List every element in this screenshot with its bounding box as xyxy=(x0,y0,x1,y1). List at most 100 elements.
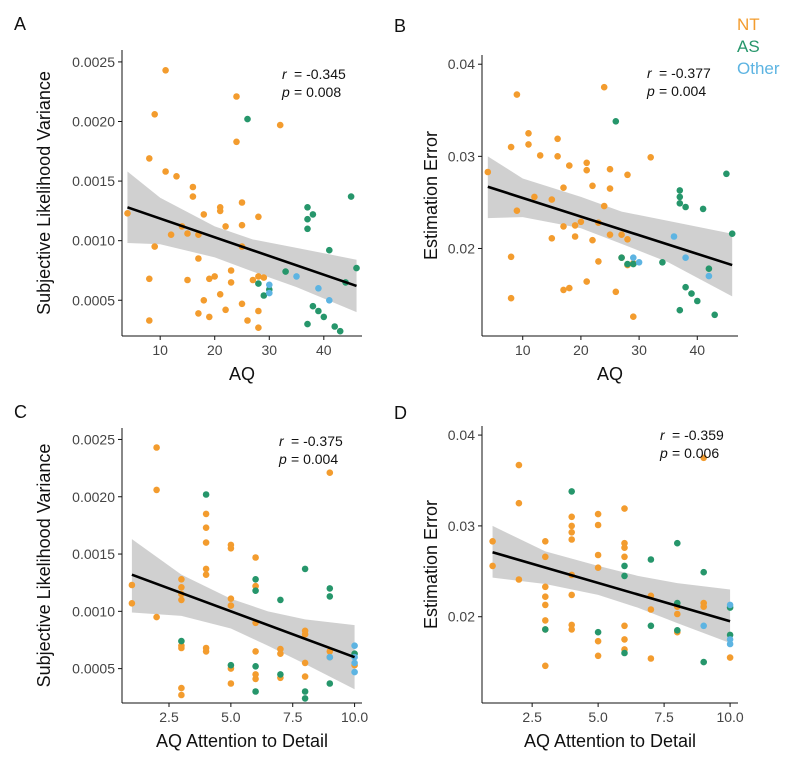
point-a-as-1 xyxy=(255,280,262,287)
point-b-as-14 xyxy=(705,265,713,273)
point-c-other-3 xyxy=(351,659,358,667)
point-a-nt-37 xyxy=(249,276,257,284)
point-a-nt-29 xyxy=(227,279,235,286)
point-a-nt-3 xyxy=(146,155,153,162)
point-b-as-9 xyxy=(682,203,689,211)
point-d-nt-35 xyxy=(647,606,655,613)
panel-c: C 2.5 5.0 7.5 10.0 0.0005 0.0010 0.0015 0.0020 0.… xyxy=(14,402,368,751)
x-tick-label-d-0: 2.5 xyxy=(522,709,542,725)
point-b-nt-14 xyxy=(560,184,567,191)
point-b-nt-0 xyxy=(484,168,492,176)
fit-line-d xyxy=(492,550,731,623)
point-b-as-2 xyxy=(624,260,631,268)
x-tick-label-c-0: 2.5 xyxy=(159,709,179,725)
point-c-nt-39 xyxy=(326,469,334,477)
point-c-nt-13 xyxy=(202,510,210,518)
point-b-nt-32 xyxy=(606,165,614,173)
point-c-other-4 xyxy=(351,668,358,676)
y-tick-label-c-2: 0.0015 xyxy=(72,546,115,562)
fit-line-b xyxy=(487,185,733,267)
point-b-nt-15 xyxy=(560,223,567,230)
point-d-nt-2 xyxy=(515,461,523,469)
panel-a: A 10 20 30 40 0.0005 0.0010 0.0015 0.0020 0.0025 A… xyxy=(14,14,362,384)
point-d-nt-4 xyxy=(515,576,523,583)
point-d-as-3 xyxy=(621,562,628,570)
point-b-other-3 xyxy=(682,254,689,261)
x-tick-label-b-1: 20 xyxy=(573,342,589,358)
y-tick-label-b-1: 0.03 xyxy=(448,148,475,164)
point-b-nt-21 xyxy=(577,218,585,226)
x-tick-label-d-1: 5.0 xyxy=(588,709,608,725)
y-tick-label-d-1: 0.03 xyxy=(448,518,475,534)
point-a-other-2 xyxy=(293,273,300,280)
point-d-nt-7 xyxy=(542,583,549,591)
stat-p-value-c: = 0.004 xyxy=(291,451,338,467)
y-tick-label-a-0: 0.0005 xyxy=(72,292,115,308)
stat-p-value-a: = 0.008 xyxy=(294,84,341,100)
point-d-as-5 xyxy=(621,649,628,657)
point-a-other-4 xyxy=(326,297,333,304)
point-c-as-13 xyxy=(326,593,334,600)
point-d-as-0 xyxy=(542,626,549,633)
point-a-other-0 xyxy=(266,281,273,289)
point-c-as-14 xyxy=(326,680,334,687)
point-d-nt-16 xyxy=(568,536,575,543)
point-a-nt-17 xyxy=(195,310,202,317)
point-d-nt-24 xyxy=(594,564,602,571)
point-a-nt-42 xyxy=(260,274,268,281)
point-a-nt-18 xyxy=(200,297,208,304)
point-a-as-11 xyxy=(315,307,322,315)
point-b-other-0 xyxy=(630,254,637,261)
point-a-as-9 xyxy=(309,211,317,218)
point-c-as-2 xyxy=(227,661,235,669)
point-c-other-1 xyxy=(351,642,358,649)
point-d-nt-9 xyxy=(542,601,549,609)
stat-p-value-d: = 0.006 xyxy=(672,445,719,461)
point-c-nt-12 xyxy=(178,691,185,699)
panel-label-a: A xyxy=(14,14,26,34)
point-d-nt-15 xyxy=(568,529,575,536)
point-d-nt-8 xyxy=(542,593,549,600)
point-a-nt-39 xyxy=(255,213,262,221)
point-b-as-13 xyxy=(699,205,707,213)
point-c-nt-29 xyxy=(252,648,259,655)
x-tick-label-a-1: 20 xyxy=(207,342,223,358)
x-tick-label-a-3: 40 xyxy=(316,342,332,358)
point-d-nt-18 xyxy=(568,591,575,599)
panel-label-c: C xyxy=(14,402,27,422)
point-b-other-2 xyxy=(670,233,678,240)
point-a-nt-6 xyxy=(162,67,169,74)
point-d-nt-12 xyxy=(542,662,549,670)
point-c-nt-2 xyxy=(153,444,160,451)
point-c-nt-10 xyxy=(178,644,185,652)
stat-r-symbol-d: r xyxy=(660,427,666,443)
x-axis-label-c: AQ Attention to Detail xyxy=(156,731,328,751)
y-tick-label-c-4: 0.0025 xyxy=(72,431,115,447)
point-a-as-7 xyxy=(304,225,311,233)
point-c-nt-38 xyxy=(301,673,309,680)
point-b-nt-8 xyxy=(531,193,538,201)
point-b-as-10 xyxy=(682,283,689,291)
point-b-nt-22 xyxy=(583,159,590,167)
point-b-nt-17 xyxy=(566,284,573,292)
point-a-nt-4 xyxy=(151,243,158,250)
point-c-as-3 xyxy=(252,576,259,583)
point-d-as-12 xyxy=(700,658,707,666)
point-c-nt-33 xyxy=(277,650,284,657)
point-a-as-13 xyxy=(326,246,333,254)
y-tick-label-b-2: 0.04 xyxy=(448,56,475,72)
point-d-nt-40 xyxy=(700,454,707,462)
point-d-nt-38 xyxy=(674,610,681,618)
x-axis-label-d: AQ Attention to Detail xyxy=(524,731,696,751)
point-c-as-0 xyxy=(178,637,185,645)
stat-r-value-b: = -0.377 xyxy=(659,65,711,81)
point-b-nt-35 xyxy=(618,231,625,238)
point-b-nt-19 xyxy=(571,222,579,229)
point-d-nt-6 xyxy=(542,553,549,561)
point-d-nt-25 xyxy=(594,637,602,645)
point-a-nt-41 xyxy=(255,324,262,332)
point-d-as-11 xyxy=(700,568,707,576)
point-b-nt-18 xyxy=(566,162,573,169)
point-b-as-15 xyxy=(711,311,718,319)
